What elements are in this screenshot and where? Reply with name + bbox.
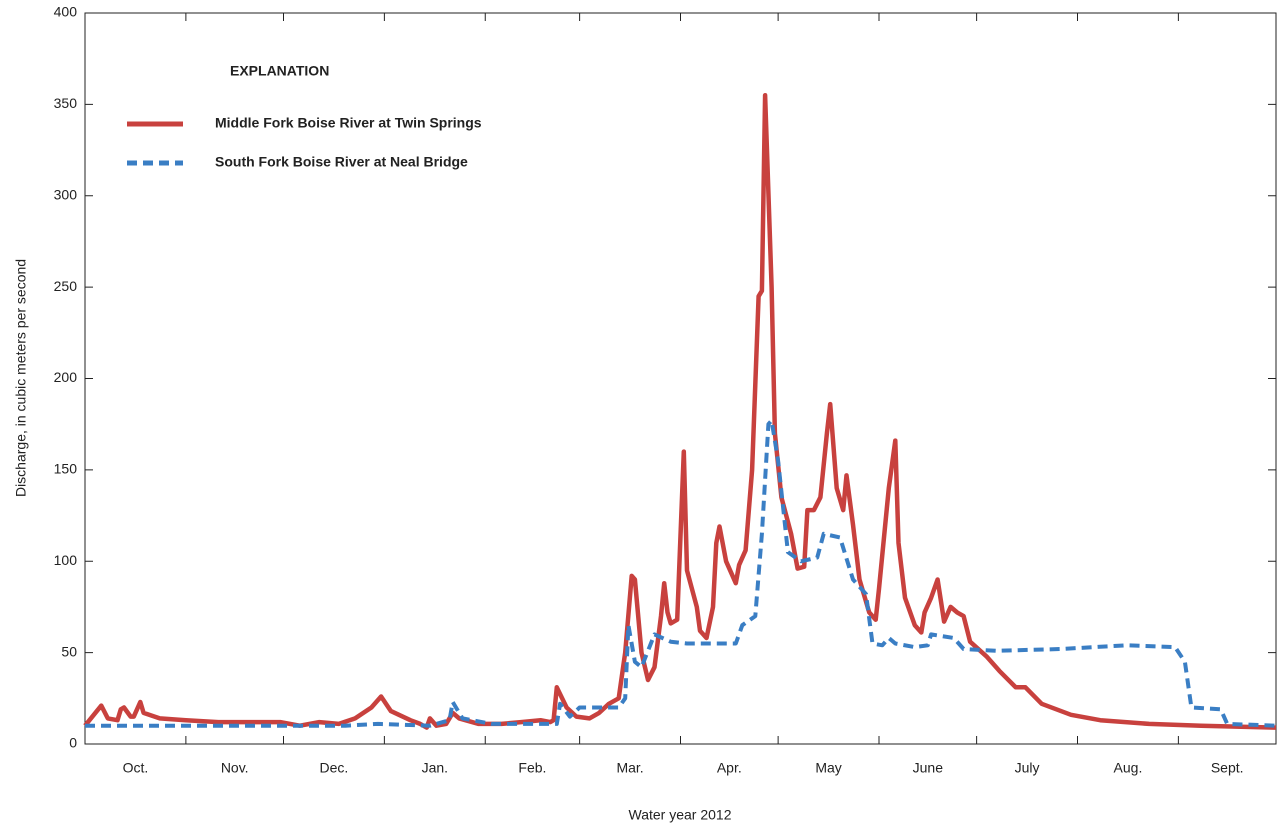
series-line xyxy=(85,418,1277,728)
x-tick-label: Sept. xyxy=(1211,760,1244,776)
x-tick-label: Aug. xyxy=(1114,760,1143,776)
x-tick-label: Nov. xyxy=(221,760,249,776)
y-tick-label: 50 xyxy=(61,643,77,659)
y-tick-label: 100 xyxy=(54,552,78,568)
x-tick-label: Feb. xyxy=(518,760,546,776)
x-tick-label: May xyxy=(815,760,841,776)
y-tick-label: 200 xyxy=(54,369,78,385)
y-tick-label: 400 xyxy=(54,4,78,20)
y-tick-label: 300 xyxy=(54,186,78,202)
x-tick-label: Oct. xyxy=(123,760,149,776)
legend-label: South Fork Boise River at Neal Bridge xyxy=(215,154,468,170)
x-tick-label: July xyxy=(1015,760,1040,776)
y-axis-title: Discharge, in cubic meters per second xyxy=(13,259,29,497)
x-tick-label: Mar. xyxy=(616,760,643,776)
legend-label: Middle Fork Boise River at Twin Springs xyxy=(215,115,482,131)
x-tick-label: Jan. xyxy=(422,760,448,776)
x-tick-label: Dec. xyxy=(320,760,349,776)
y-tick-label: 0 xyxy=(69,735,77,751)
x-tick-label: Apr. xyxy=(717,760,742,776)
y-tick-label: 150 xyxy=(54,461,78,477)
y-tick-label: 250 xyxy=(54,278,78,294)
series-line xyxy=(83,92,1277,730)
legend-title: EXPLANATION xyxy=(230,63,329,79)
y-tick-label: 350 xyxy=(54,95,78,111)
x-tick-label: June xyxy=(913,760,944,776)
x-axis-title: Water year 2012 xyxy=(629,807,732,823)
